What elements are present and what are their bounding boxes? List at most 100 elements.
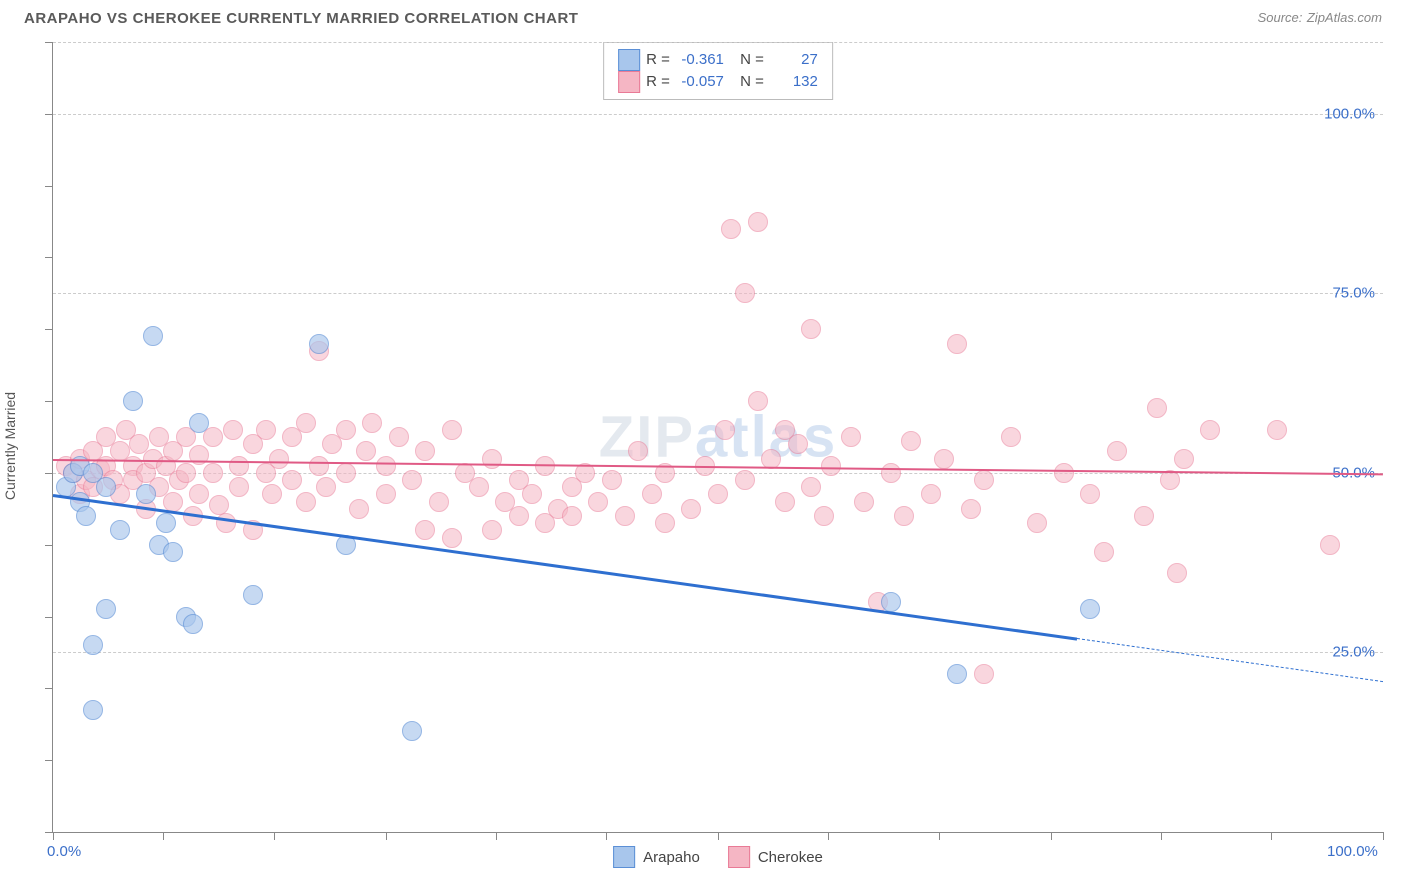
x-tick-mark (828, 832, 829, 840)
y-tick-mark (45, 329, 53, 330)
cherokee-r-value: -0.057 (676, 71, 724, 93)
x-tick-mark (718, 832, 719, 840)
data-point (1174, 449, 1194, 469)
x-tick-mark (53, 832, 54, 840)
x-tick-mark (1383, 832, 1384, 840)
data-point (974, 664, 994, 684)
y-tick-mark (45, 832, 53, 833)
cherokee-swatch (728, 846, 750, 868)
data-point (854, 492, 874, 512)
stats-legend-box: R = -0.361 N = 27 R = -0.057 N = 132 (603, 42, 833, 100)
data-point (309, 456, 329, 476)
data-point (256, 420, 276, 440)
data-point (76, 506, 96, 526)
data-point (588, 492, 608, 512)
data-point (761, 449, 781, 469)
legend-item-arapaho: Arapaho (613, 846, 700, 868)
data-point (156, 513, 176, 533)
x-tick-mark (606, 832, 607, 840)
data-point (921, 484, 941, 504)
data-point (296, 413, 316, 433)
arapaho-swatch (613, 846, 635, 868)
data-point (894, 506, 914, 526)
data-point (947, 334, 967, 354)
y-tick-mark (45, 545, 53, 546)
data-point (429, 492, 449, 512)
data-point (1134, 506, 1154, 526)
data-point (203, 463, 223, 483)
data-point (961, 499, 981, 519)
data-point (1267, 420, 1287, 440)
scatter-plot-area: ZIPatlas R = -0.361 N = 27 R = -0.057 N … (52, 42, 1383, 833)
data-point (402, 721, 422, 741)
data-point (735, 283, 755, 303)
data-point (123, 391, 143, 411)
x-tick-mark (163, 832, 164, 840)
data-point (715, 420, 735, 440)
arapaho-swatch (618, 49, 640, 71)
x-tick-mark (939, 832, 940, 840)
data-point (1200, 420, 1220, 440)
data-point (136, 484, 156, 504)
data-point (362, 413, 382, 433)
data-point (183, 614, 203, 634)
data-point (243, 585, 263, 605)
data-point (974, 470, 994, 490)
x-tick-mark (1051, 832, 1052, 840)
data-point (229, 477, 249, 497)
data-point (1080, 599, 1100, 619)
data-point (189, 413, 209, 433)
data-point (841, 427, 861, 447)
data-point (801, 319, 821, 339)
x-tick-mark (1271, 832, 1272, 840)
data-point (642, 484, 662, 504)
data-point (509, 506, 529, 526)
data-point (415, 520, 435, 540)
arapaho-n-value: 27 (770, 49, 818, 71)
data-point (83, 635, 103, 655)
data-point (389, 427, 409, 447)
data-point (522, 484, 542, 504)
r-label: R = (646, 71, 670, 93)
data-point (349, 499, 369, 519)
gridline (53, 42, 1383, 43)
data-point (376, 456, 396, 476)
y-tick-label: 100.0% (1324, 105, 1375, 122)
data-point (602, 470, 622, 490)
data-point (163, 542, 183, 562)
data-point (442, 420, 462, 440)
data-point (282, 470, 302, 490)
data-point (901, 431, 921, 451)
data-point (721, 219, 741, 239)
data-point (821, 456, 841, 476)
data-point (402, 470, 422, 490)
source-name: ZipAtlas.com (1307, 10, 1382, 25)
legend-item-cherokee: Cherokee (728, 846, 823, 868)
cherokee-n-value: 132 (770, 71, 818, 93)
data-point (356, 441, 376, 461)
cherokee-label: Cherokee (758, 849, 823, 866)
data-point (216, 513, 236, 533)
data-point (296, 492, 316, 512)
data-point (881, 463, 901, 483)
data-point (163, 492, 183, 512)
x-tick-mark (1161, 832, 1162, 840)
data-point (482, 520, 502, 540)
watermark-part1: ZIP (599, 405, 695, 470)
data-point (775, 492, 795, 512)
data-point (376, 484, 396, 504)
x-tick-label: 100.0% (1327, 843, 1378, 860)
data-point (735, 470, 755, 490)
y-tick-mark (45, 473, 53, 474)
data-point (1167, 563, 1187, 583)
data-point (189, 484, 209, 504)
data-point (1147, 398, 1167, 418)
data-point (628, 441, 648, 461)
data-point (1027, 513, 1047, 533)
y-tick-mark (45, 114, 53, 115)
y-tick-mark (45, 617, 53, 618)
data-point (814, 506, 834, 526)
n-label: N = (740, 71, 764, 93)
data-point (96, 599, 116, 619)
data-point (269, 449, 289, 469)
